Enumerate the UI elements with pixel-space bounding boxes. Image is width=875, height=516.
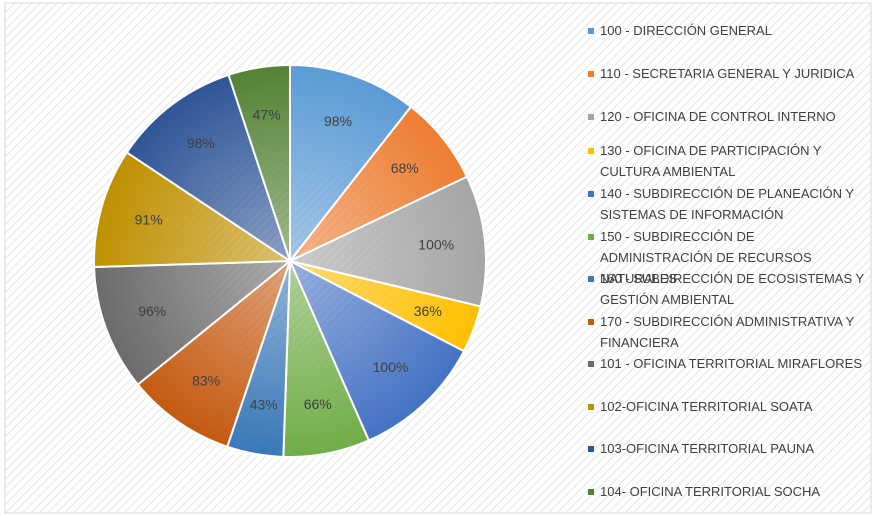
legend-swatch bbox=[588, 361, 594, 367]
legend-item: 140 - SUBDIRECCIÓN DE PLANEACIÓN Y SISTE… bbox=[588, 183, 875, 225]
data-label: 100% bbox=[373, 359, 409, 375]
legend-item: 104- OFICINA TERRITORIAL SOCHA bbox=[588, 481, 875, 502]
pie-slice bbox=[93, 259, 293, 386]
legend-item: 101 - OFICINA TERRITORIAL MIRAFLORES bbox=[588, 353, 875, 374]
legend-item: 102-OFICINA TERRITORIAL SOATA bbox=[588, 396, 875, 417]
data-label: 36% bbox=[414, 303, 442, 319]
legend-label: 103-OFICINA TERRITORIAL PAUNA bbox=[600, 441, 815, 456]
pie-slice bbox=[289, 63, 413, 264]
data-label: 98% bbox=[187, 135, 215, 151]
data-label: 43% bbox=[250, 396, 278, 412]
data-label: 47% bbox=[253, 107, 281, 123]
data-label: 100% bbox=[418, 236, 454, 252]
legend-label: 140 - SUBDIRECCIÓN DE PLANEACIÓN Y SISTE… bbox=[600, 186, 854, 222]
data-label: 66% bbox=[304, 396, 332, 412]
legend-label: 150 - SUBDIRECCIÓN DE ADMINISTRACIÓN DE … bbox=[600, 229, 812, 286]
legend-item: 110 - SECRETARIA GENERAL Y JURIDICA bbox=[588, 63, 875, 84]
legend-item: 120 - OFICINA DE CONTROL INTERNO bbox=[588, 106, 875, 127]
legend-swatch bbox=[588, 28, 594, 34]
legend-item: 103-OFICINA TERRITORIAL PAUNA bbox=[588, 438, 875, 459]
legend-label: 120 - OFICINA DE CONTROL INTERNO bbox=[600, 109, 836, 124]
pie-slice bbox=[136, 258, 293, 448]
data-label: 96% bbox=[138, 303, 166, 319]
legend-swatch bbox=[588, 319, 594, 325]
legend-label: 130 - OFICINA DE PARTICIPACIÓN Y CULTURA… bbox=[600, 143, 822, 179]
legend-label: 110 - SECRETARIA GENERAL Y JURIDICA bbox=[600, 66, 855, 81]
pie-slice bbox=[125, 73, 292, 264]
data-label: 91% bbox=[135, 211, 163, 227]
legend-swatch bbox=[588, 404, 594, 410]
legend-swatch bbox=[588, 446, 594, 452]
legend-swatch bbox=[588, 191, 594, 197]
legend-item: 170 - SUBDIRECCIÓN ADMINISTRATIVA Y FINA… bbox=[588, 311, 875, 353]
legend-swatch bbox=[588, 234, 594, 240]
legend-item: 150 - SUBDIRECCIÓN DE ADMINISTRACIÓN DE … bbox=[588, 226, 875, 289]
legend-swatch bbox=[588, 114, 594, 120]
legend-label: 100 - DIRECCIÓN GENERAL bbox=[600, 23, 772, 38]
data-label: 68% bbox=[391, 160, 419, 176]
legend-item: 100 - DIRECCIÓN GENERAL bbox=[588, 20, 875, 41]
legend-item: 130 - OFICINA DE PARTICIPACIÓN Y CULTURA… bbox=[588, 140, 875, 182]
legend-label: 170 - SUBDIRECCIÓN ADMINISTRATIVA Y FINA… bbox=[600, 314, 855, 350]
pie-slice bbox=[227, 63, 291, 262]
legend-label: 101 - OFICINA TERRITORIAL MIRAFLORES bbox=[600, 356, 862, 371]
legend-swatch bbox=[588, 276, 594, 282]
legend-swatch bbox=[588, 71, 594, 77]
data-label: 98% bbox=[324, 113, 352, 129]
legend-swatch bbox=[588, 148, 594, 154]
pie-slice bbox=[93, 151, 294, 269]
pie-slice bbox=[287, 175, 487, 308]
legend-label: 160 - SUBDIRECCIÓN DE ECOSISTEMAS Y GEST… bbox=[600, 271, 864, 307]
legend-swatch bbox=[588, 489, 594, 495]
legend-label: 102-OFICINA TERRITORIAL SOATA bbox=[600, 399, 813, 414]
pie-slice bbox=[287, 258, 466, 442]
legend-label: 104- OFICINA TERRITORIAL SOCHA bbox=[600, 484, 821, 499]
legend-item: 160 - SUBDIRECCIÓN DE ECOSISTEMAS Y GEST… bbox=[588, 268, 875, 310]
data-label: 83% bbox=[192, 372, 220, 388]
